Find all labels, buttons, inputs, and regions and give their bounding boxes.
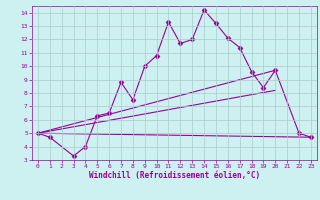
X-axis label: Windchill (Refroidissement éolien,°C): Windchill (Refroidissement éolien,°C) [89, 171, 260, 180]
